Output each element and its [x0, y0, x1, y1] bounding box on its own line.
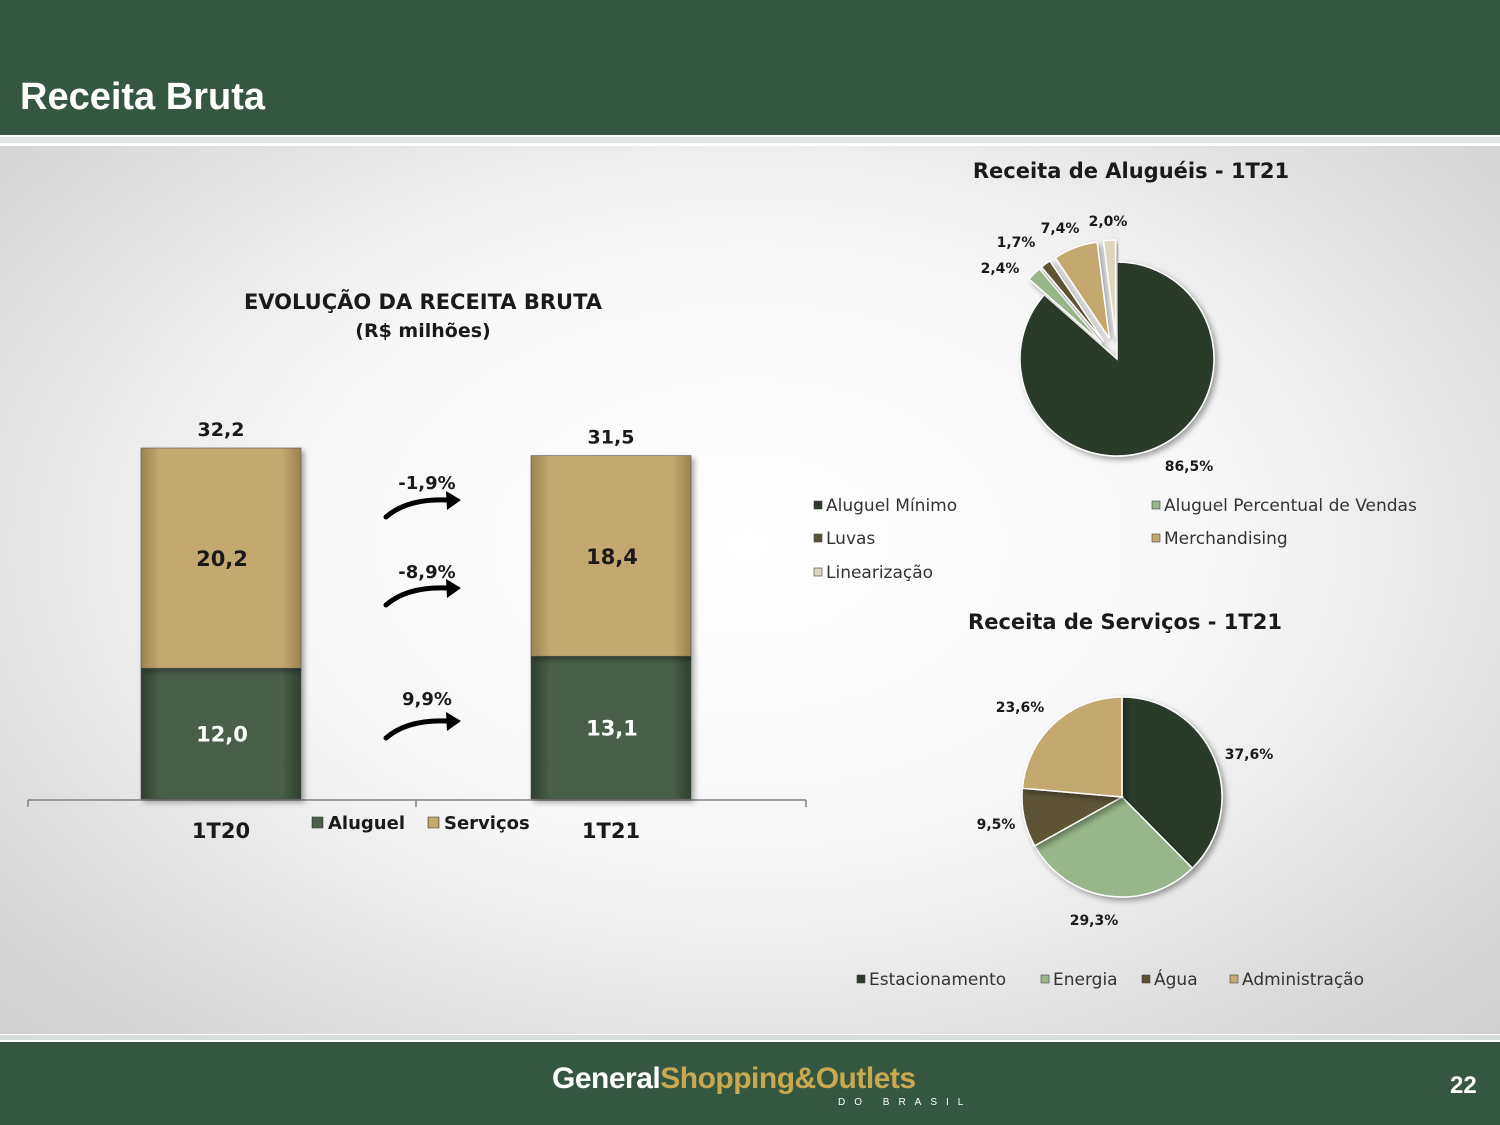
pie-value-label: 37,6%: [1225, 747, 1274, 763]
bar-chart-title: EVOLUÇÃO DA RECEITA BRUTA: [244, 289, 603, 314]
header-bar: [0, 0, 1500, 135]
pie-chart-alugueis: 86,5% 2,4% 1,7% 7,4% 2,0% Aluguel Mínimo Alugu…: [813, 214, 1417, 583]
pie-legend-swatch: [856, 974, 866, 984]
pie-legend-swatch: [1151, 533, 1161, 543]
logo-text-shopping: Shopping&Outlets: [660, 1062, 916, 1095]
pie-chart-servicos: 37,6% 29,3% 9,5% 23,6% Estacionamento Energia…: [856, 696, 1364, 990]
pie-slice-luvas: [1040, 259, 1105, 342]
pie-slice-lineariza-o: [1102, 239, 1117, 338]
pie-legend-label: Administração: [1242, 970, 1364, 990]
pie-legend-label: Água: [1154, 968, 1198, 990]
pie-legend-label: Estacionamento: [869, 970, 1006, 990]
bar-category-label: 1T21: [582, 819, 640, 843]
pie-legend-swatch: [1141, 974, 1151, 984]
pie-value-label: 2,0%: [1089, 214, 1128, 230]
pie-legend-swatch: [813, 500, 823, 510]
pie-legend-label: Aluguel Percentual de Vendas: [1164, 496, 1417, 516]
logo-text-general: General: [552, 1062, 661, 1095]
growth-arrow-shaft: [383, 497, 451, 520]
pie-value-label: 29,3%: [1070, 913, 1119, 929]
pie-slice-aluguel-m-nimo: [1019, 261, 1215, 457]
growth-arrow-head: [446, 491, 461, 510]
bar-aluguel-1T20: [140, 667, 302, 800]
growth-label: 9,9%: [402, 689, 452, 710]
bar-total-label: 32,2: [198, 419, 245, 441]
legend-label-aluguel: Aluguel: [328, 813, 405, 834]
legend-swatch-aluguel: [311, 816, 324, 829]
bar-total-label: 31,5: [588, 427, 635, 449]
pie-value-label: 7,4%: [1041, 221, 1080, 237]
legend-swatch-servicos: [427, 816, 440, 829]
growth-label: -1,9%: [398, 473, 455, 494]
logo-subtitle: DO BRASIL: [838, 1097, 973, 1108]
growth-arrow-shaft: [383, 718, 451, 741]
pie-legend-swatch: [1151, 500, 1161, 510]
pie-legend-swatch: [1040, 974, 1050, 984]
bar-value-label: 13,1: [586, 717, 638, 741]
growth-arrow-head: [446, 712, 461, 731]
page-number: 22: [1450, 1072, 1477, 1099]
pie-alugueis-title: Receita de Aluguéis - 1T21: [973, 159, 1289, 183]
page-title: Receita Bruta: [20, 76, 265, 118]
pie-slice-estacionamento: [1121, 696, 1223, 870]
bar-chart-subtitle: (R$ milhões): [355, 320, 490, 342]
pie-slice-energia: [1033, 796, 1194, 898]
growth-arrow-shaft: [383, 585, 451, 608]
bar-value-label: 20,2: [196, 547, 248, 571]
bar-category-label: 1T20: [192, 819, 250, 843]
footer-divider: [0, 1035, 1500, 1040]
header-divider: [0, 137, 1500, 143]
growth-label: -8,9%: [398, 562, 455, 583]
pie-legend-swatch: [813, 567, 823, 577]
pie-legend-swatch: [813, 533, 823, 543]
growth-arrow-head: [446, 579, 461, 598]
legend-label-servicos: Serviços: [444, 813, 530, 834]
bar-servicos-1T20: [140, 447, 302, 669]
bar-chart: 12,0 20,2 32,2 1T20 13,1 18,4 31,5 1T21 -1,9% -8,…: [27, 419, 807, 843]
pie-slice-administra-o: [1021, 696, 1123, 798]
pie-legend-label: Merchandising: [1164, 529, 1288, 549]
pie-legend-swatch: [1229, 974, 1239, 984]
pie-slice-merchandising: [1054, 241, 1111, 339]
footer-bar: [0, 1042, 1500, 1125]
pie-value-label: 2,4%: [981, 261, 1020, 277]
bar-value-label: 18,4: [586, 545, 638, 569]
pie-legend-label: Energia: [1053, 970, 1118, 990]
pie-value-label: 86,5%: [1165, 459, 1214, 475]
company-logo: GeneralShopping&Outlets: [552, 1062, 916, 1096]
pie-legend-label: Linearização: [826, 563, 933, 583]
bar-aluguel-1T21: [530, 655, 692, 800]
pie-legend-label: Luvas: [826, 529, 875, 549]
bar-servicos-1T21: [530, 455, 692, 657]
pie-value-label: 1,7%: [997, 235, 1036, 251]
pie-slice-aluguel-percentual-de-vendas: [1027, 267, 1103, 344]
pie-value-label: 9,5%: [977, 817, 1016, 833]
pie-servicos-title: Receita de Serviços - 1T21: [968, 610, 1282, 634]
bar-value-label: 12,0: [196, 723, 248, 747]
pie-value-label: 23,6%: [996, 700, 1045, 716]
pie-legend-label: Aluguel Mínimo: [826, 496, 957, 516]
